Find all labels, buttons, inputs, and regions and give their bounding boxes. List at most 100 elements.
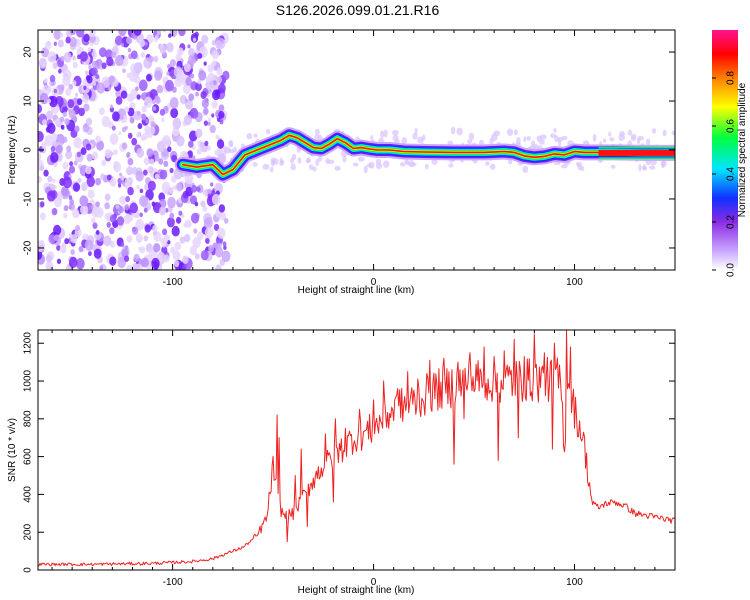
noise-speckle (60, 55, 65, 62)
snr-y-tick-label: 600 (23, 448, 34, 465)
noise-speckle (80, 204, 89, 216)
noise-speckle (156, 30, 162, 35)
noise-speckle (122, 68, 126, 73)
noise-speckle (192, 236, 201, 248)
noise-speckle (113, 160, 120, 169)
noise-speckle (105, 49, 113, 60)
noise-speckle (114, 35, 123, 46)
noise-speckle (119, 195, 127, 205)
noise-speckle (86, 176, 96, 188)
snr-x-tick-label: 0 (371, 577, 377, 588)
ridge-halo-speckle (391, 129, 399, 136)
noise-speckle (126, 235, 133, 243)
noise-speckle (108, 75, 115, 84)
noise-speckle (123, 114, 128, 120)
noise-speckle (98, 107, 105, 116)
noise-speckle (183, 114, 193, 126)
noise-speckle (53, 162, 58, 168)
ridge-halo-speckle (561, 135, 568, 141)
noise-speckle (211, 60, 217, 67)
noise-speckle (142, 169, 148, 176)
noise-speckle (202, 190, 206, 195)
noise-speckle (152, 100, 156, 105)
noise-speckle (92, 222, 98, 229)
noise-speckle (43, 169, 49, 177)
noise-speckle (125, 195, 131, 203)
ridge-halo-speckle (290, 163, 296, 171)
noise-speckle (138, 79, 148, 92)
noise-speckle (130, 50, 138, 60)
noise-speckle (143, 207, 148, 213)
spectrogram-y-axis-label: Frequency (Hz) (7, 116, 18, 185)
noise-speckle (54, 118, 61, 126)
colorbar: 0.0 0.2 0.4 0.6 0.8 Normalized spectral ampl… (712, 30, 748, 277)
noise-speckle (76, 151, 82, 158)
noise-speckle (56, 245, 61, 251)
noise-speckle (93, 248, 102, 259)
noise-speckle (136, 185, 140, 190)
noise-speckle (215, 39, 223, 50)
noise-speckle (118, 131, 122, 136)
snr-x-tick-label: 100 (566, 577, 583, 588)
ridge-halo-speckle (489, 163, 496, 170)
noise-speckle (115, 204, 120, 210)
ridge-halo-speckle (539, 134, 547, 140)
noise-speckle (188, 222, 192, 227)
noise-speckle (45, 261, 54, 270)
noise-speckle (161, 228, 168, 236)
noise-speckle (143, 235, 149, 242)
ridge-halo-speckle (357, 156, 365, 162)
ridge-halo-speckle (290, 157, 294, 164)
noise-speckle (124, 106, 130, 113)
noise-speckle (79, 51, 88, 62)
noise-speckle (45, 126, 51, 133)
noise-speckle (45, 254, 53, 263)
noise-speckle (222, 70, 230, 81)
noise-speckle (213, 223, 220, 231)
noise-speckle (163, 160, 169, 168)
noise-speckle (141, 257, 149, 268)
noise-speckle (149, 158, 155, 165)
spectrogram-x-tick-label: 0 (371, 277, 377, 288)
noise-speckle (169, 97, 179, 109)
noise-speckle (223, 245, 227, 250)
ridge-halo-speckle (553, 127, 557, 133)
noise-speckle (215, 134, 220, 140)
noise-speckle (83, 123, 88, 128)
noise-speckle (59, 116, 65, 123)
ridge-layer-6 (181, 134, 675, 176)
noise-speckle (119, 172, 123, 177)
noise-speckle (72, 80, 77, 86)
noise-speckle (132, 262, 138, 270)
noise-speckle (158, 158, 164, 165)
noise-speckle (85, 165, 92, 175)
noise-speckle (118, 205, 124, 214)
noise-speckle (58, 68, 62, 74)
noise-speckle (126, 166, 134, 176)
noise-speckle (215, 246, 224, 258)
noise-speckle (166, 42, 174, 53)
snr-x-tick-label: -100 (163, 577, 183, 588)
noise-speckle (197, 52, 203, 60)
noise-speckle (73, 160, 78, 166)
noise-speckle (95, 135, 101, 143)
noise-speckle (121, 126, 127, 133)
noise-speckle (207, 64, 214, 73)
noise-speckle (70, 234, 78, 244)
colorbar-tick-label: 0.0 (726, 263, 737, 277)
noise-speckle (198, 70, 207, 81)
noise-speckle (104, 148, 112, 159)
noise-speckle (187, 44, 191, 49)
noise-speckle (95, 74, 100, 80)
noise-speckle (86, 75, 93, 84)
noise-speckle (159, 206, 167, 216)
noise-speckle (67, 99, 75, 109)
noise-speckle (126, 151, 131, 158)
noise-speckle (126, 36, 132, 45)
noise-speckle (124, 204, 130, 211)
noise-speckle (133, 30, 142, 36)
noise-speckle (96, 140, 105, 151)
ridge-halo-speckle (308, 164, 314, 171)
noise-speckle (192, 37, 196, 42)
noise-speckle (204, 227, 214, 238)
